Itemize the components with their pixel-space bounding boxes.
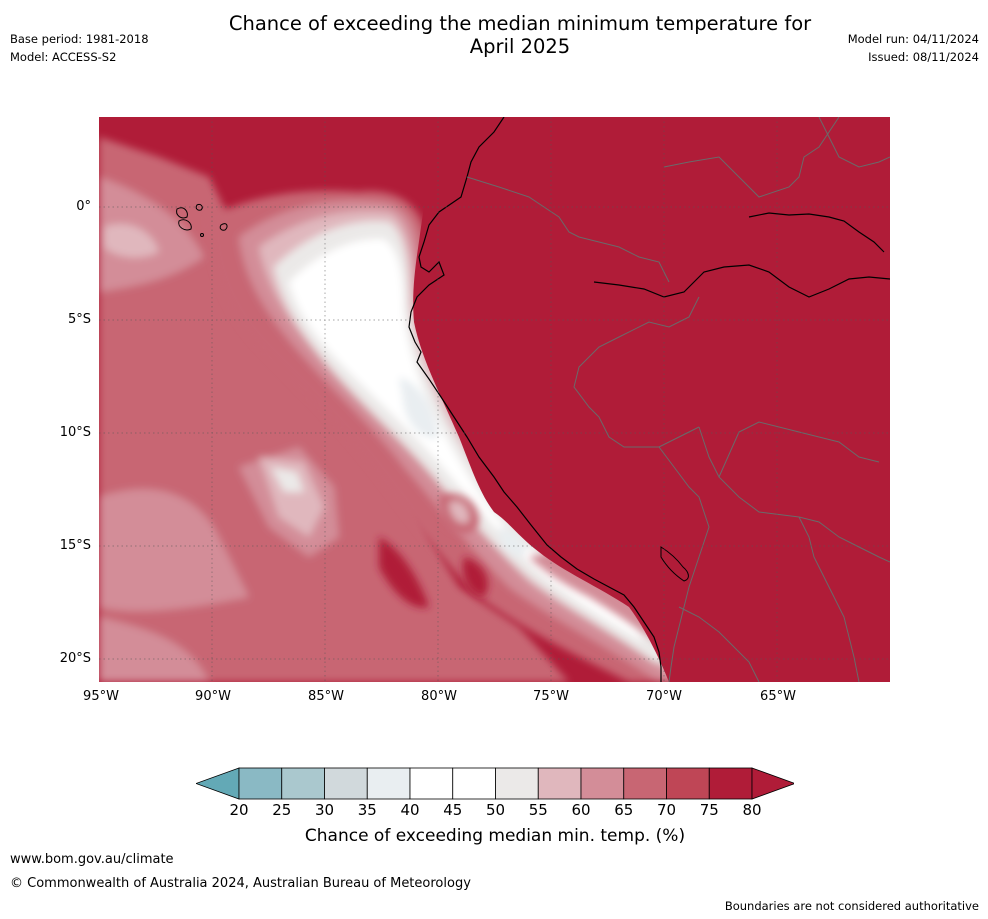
land-mask: [413, 117, 890, 682]
colorbar-tick-label: 45: [443, 801, 463, 819]
colorbar-tick-label: 25: [272, 801, 292, 819]
model-run-text: Model run: 04/11/2024: [847, 32, 979, 46]
boundaries-note: Boundaries are not considered authoritat…: [724, 899, 979, 913]
lat-label-10s: 10°S: [59, 425, 91, 440]
colorbar-tick-label: 65: [614, 801, 634, 819]
colorbar-segment: [666, 767, 710, 800]
lon-label-85w: 85°W: [308, 689, 344, 704]
lat-label-20s: 20°S: [59, 651, 91, 666]
base-period-text: Base period: 1981-2018: [10, 32, 149, 46]
colorbar-tick-label: 70: [656, 801, 677, 819]
lon-label-80w: 80°W: [421, 689, 457, 704]
lon-label-65w: 65°W: [760, 689, 796, 704]
colorbar-segment: [623, 767, 667, 800]
lon-label-70w: 70°W: [646, 689, 682, 704]
gridlines: [99, 117, 890, 682]
colorbar-tick-label: 55: [528, 801, 548, 819]
colorbar-segment: [452, 767, 496, 800]
probability-map: [99, 117, 890, 682]
title-line-1: Chance of exceeding the median minimum t…: [228, 12, 812, 35]
lat-label-0: 0°: [76, 199, 91, 214]
lon-label-75w: 75°W: [533, 689, 569, 704]
lat-label-15s: 15°S: [59, 538, 91, 553]
issued-text: Issued: 08/11/2024: [868, 50, 979, 64]
metadata-left: Base period: 1981-2018 Model: ACCESS-S2: [10, 30, 149, 66]
lon-label-95w: 95°W: [83, 689, 119, 704]
model-text: Model: ACCESS-S2: [10, 50, 117, 64]
colorbar-tick-label: 35: [357, 801, 377, 819]
lat-label-5s: 5°S: [67, 312, 91, 327]
colorbar-segments: [196, 767, 794, 800]
colorbar-segment: [580, 767, 625, 800]
country-borders: [466, 117, 890, 682]
title-line-2: April 2025: [469, 35, 571, 58]
lon-label-90w: 90°W: [195, 689, 231, 704]
colorbar-arrow-high: [751, 767, 794, 800]
colorbar-tick-label: 20: [229, 801, 249, 819]
coastline: [408, 117, 662, 682]
metadata-right: Model run: 04/11/2024 Issued: 08/11/2024: [848, 30, 979, 66]
colorbar-tick-label: 80: [742, 801, 762, 819]
colorbar-segment: [238, 767, 283, 800]
colorbar-tick-label: 40: [400, 801, 420, 819]
colorbar-segment: [495, 767, 539, 800]
colorbar-segment: [409, 767, 454, 800]
colorbar-segment: [537, 767, 582, 800]
colorbar-arrow-low: [196, 767, 240, 800]
river-line-north: [748, 212, 885, 253]
copyright-text: © Commonwealth of Australia 2024, Austra…: [10, 876, 471, 891]
source-url: www.bom.gov.au/climate: [10, 852, 174, 867]
colorbar-title: Chance of exceeding median min. temp. (%…: [304, 826, 686, 846]
galapagos-islands: [176, 204, 228, 237]
river-line: [593, 264, 890, 298]
colorbar-segment: [324, 767, 368, 800]
colorbar-tick-label: 75: [699, 801, 719, 819]
colorbar-tick-label: 60: [571, 801, 591, 819]
lake-outline: [660, 546, 689, 582]
colorbar-segment: [281, 767, 325, 800]
colorbar-segment: [366, 767, 411, 800]
colorbar-tick-label: 50: [485, 801, 506, 819]
colorbar-segment: [708, 767, 753, 800]
colorbar-tick-label: 30: [314, 801, 335, 819]
colorbar-legend: [196, 767, 794, 800]
map-title: Chance of exceeding the median minimum t…: [180, 12, 860, 58]
